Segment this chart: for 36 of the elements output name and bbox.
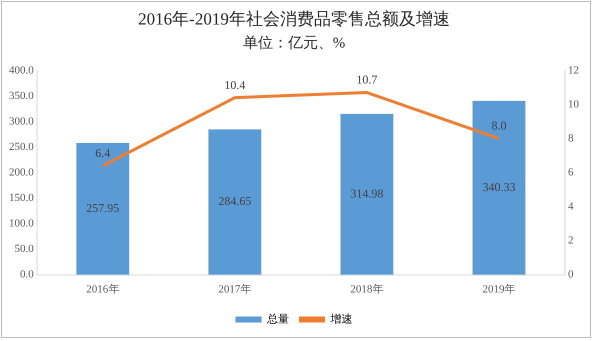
chart-title: 2016年-2019年社会消费品零售总额及增速: [138, 10, 450, 29]
x-tick-label: 2017年: [218, 283, 252, 296]
data-label: 10.4: [224, 78, 246, 92]
data-label: 284.65: [218, 194, 252, 208]
chart-subtitle: 单位：亿元、%: [242, 34, 346, 52]
y2-tick-label: 4: [568, 200, 574, 213]
x-tick-label: 2019年: [482, 283, 516, 296]
data-label: 257.95: [86, 201, 120, 216]
y-tick-label: 50.0: [14, 243, 34, 256]
y2-tick-label: 6: [568, 166, 574, 178]
y2-tick-label: 2: [568, 234, 574, 247]
y2-tick-label: 10: [568, 98, 580, 110]
data-label: 10.7: [356, 72, 378, 87]
y2-tick-label: 12: [568, 64, 579, 76]
legend-label: 总量: [266, 312, 289, 326]
bar: [340, 114, 394, 275]
x-tick-label: 2016年: [86, 283, 120, 296]
bar: [76, 142, 130, 275]
y-tick-label: 150.0: [9, 192, 34, 204]
data-label: 8.0: [491, 118, 506, 133]
y-tick-label: 100.0: [9, 218, 34, 230]
y-tick-label: 400.0: [9, 64, 34, 76]
bar: [208, 129, 262, 275]
y-tick-label: 250.0: [9, 140, 34, 153]
data-label: 340.33: [482, 180, 516, 194]
y-tick-label: 300.0: [9, 115, 34, 128]
y-tick-label: 200.0: [9, 166, 34, 178]
y-tick-label: 350.0: [9, 90, 34, 102]
data-label: 6.4: [95, 146, 110, 160]
bar: [472, 100, 526, 275]
y-tick-label: 0.0: [20, 268, 34, 281]
x-tick-label: 2018年: [350, 283, 384, 296]
legend-label: 增速: [330, 312, 352, 326]
y2-tick-label: 0: [568, 268, 574, 281]
data-label: 314.98: [350, 186, 384, 200]
y2-tick-label: 8: [568, 132, 574, 144]
